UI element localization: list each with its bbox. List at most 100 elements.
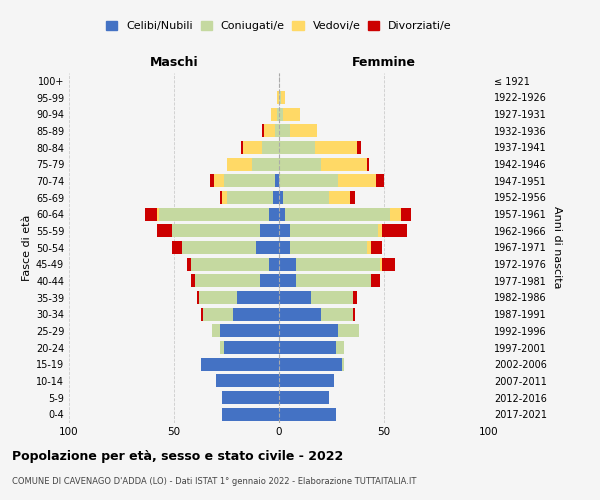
- Bar: [182, 241, 256, 254]
- Y-axis label: Anni di nascita: Anni di nascita: [553, 206, 562, 288]
- Bar: [279, 391, 329, 404]
- Bar: [220, 324, 279, 338]
- Bar: [214, 174, 224, 188]
- Bar: [283, 191, 329, 204]
- Bar: [220, 341, 224, 354]
- Bar: [353, 308, 355, 320]
- Bar: [160, 208, 269, 220]
- Bar: [338, 174, 376, 188]
- Bar: [157, 224, 172, 237]
- Bar: [272, 191, 279, 204]
- Bar: [371, 241, 382, 254]
- Bar: [279, 291, 311, 304]
- Bar: [224, 174, 275, 188]
- Text: COMUNE DI CAVENAGO D'ADDA (LO) - Dati ISTAT 1° gennaio 2022 - Elaborazione TUTTA: COMUNE DI CAVENAGO D'ADDA (LO) - Dati IS…: [12, 478, 416, 486]
- Bar: [172, 241, 182, 254]
- Bar: [321, 158, 367, 170]
- Bar: [279, 191, 283, 204]
- Bar: [237, 291, 279, 304]
- Bar: [371, 274, 380, 287]
- Bar: [390, 208, 401, 220]
- Bar: [260, 274, 279, 287]
- Bar: [277, 91, 279, 104]
- Bar: [223, 191, 227, 204]
- Bar: [401, 208, 412, 220]
- Bar: [191, 258, 269, 270]
- Bar: [279, 324, 338, 338]
- Bar: [279, 258, 296, 270]
- Bar: [281, 91, 286, 104]
- Bar: [271, 108, 277, 120]
- Bar: [279, 241, 290, 254]
- Bar: [311, 291, 353, 304]
- Bar: [296, 258, 380, 270]
- Bar: [279, 174, 338, 188]
- Bar: [202, 308, 203, 320]
- Bar: [262, 124, 265, 138]
- Y-axis label: Fasce di età: Fasce di età: [22, 214, 32, 280]
- Bar: [191, 274, 195, 287]
- Bar: [233, 308, 279, 320]
- Bar: [265, 124, 275, 138]
- Bar: [353, 291, 356, 304]
- Bar: [350, 191, 355, 204]
- Bar: [223, 391, 279, 404]
- Bar: [223, 408, 279, 420]
- Bar: [157, 208, 160, 220]
- Text: Popolazione per età, sesso e stato civile - 2022: Popolazione per età, sesso e stato civil…: [12, 450, 343, 463]
- Bar: [224, 341, 279, 354]
- Bar: [227, 158, 252, 170]
- Bar: [279, 158, 321, 170]
- Bar: [376, 174, 384, 188]
- Bar: [279, 358, 342, 370]
- Bar: [279, 341, 336, 354]
- Bar: [195, 274, 260, 287]
- Bar: [241, 141, 244, 154]
- Bar: [172, 224, 260, 237]
- Bar: [279, 141, 314, 154]
- Bar: [283, 108, 300, 120]
- Bar: [279, 108, 283, 120]
- Bar: [279, 374, 334, 388]
- Bar: [290, 241, 367, 254]
- Bar: [279, 224, 290, 237]
- Bar: [260, 224, 279, 237]
- Bar: [145, 208, 157, 220]
- Bar: [199, 291, 237, 304]
- Bar: [279, 408, 336, 420]
- Bar: [286, 208, 391, 220]
- Bar: [356, 141, 361, 154]
- Bar: [212, 324, 220, 338]
- Text: Maschi: Maschi: [149, 56, 199, 69]
- Bar: [262, 141, 279, 154]
- Bar: [380, 258, 382, 270]
- Bar: [187, 258, 191, 270]
- Bar: [203, 308, 233, 320]
- Bar: [290, 224, 378, 237]
- Bar: [279, 274, 296, 287]
- Bar: [367, 158, 370, 170]
- Bar: [269, 258, 279, 270]
- Bar: [296, 274, 371, 287]
- Bar: [275, 124, 279, 138]
- Bar: [202, 358, 279, 370]
- Bar: [227, 191, 272, 204]
- Bar: [338, 324, 359, 338]
- Bar: [382, 224, 407, 237]
- Bar: [279, 91, 281, 104]
- Bar: [244, 141, 262, 154]
- Bar: [269, 208, 279, 220]
- Bar: [252, 158, 279, 170]
- Bar: [279, 308, 321, 320]
- Bar: [216, 374, 279, 388]
- Bar: [367, 241, 371, 254]
- Bar: [329, 191, 350, 204]
- Bar: [279, 208, 286, 220]
- Bar: [314, 141, 356, 154]
- Bar: [321, 308, 353, 320]
- Bar: [277, 108, 279, 120]
- Bar: [256, 241, 279, 254]
- Bar: [336, 341, 344, 354]
- Bar: [210, 174, 214, 188]
- Bar: [378, 224, 382, 237]
